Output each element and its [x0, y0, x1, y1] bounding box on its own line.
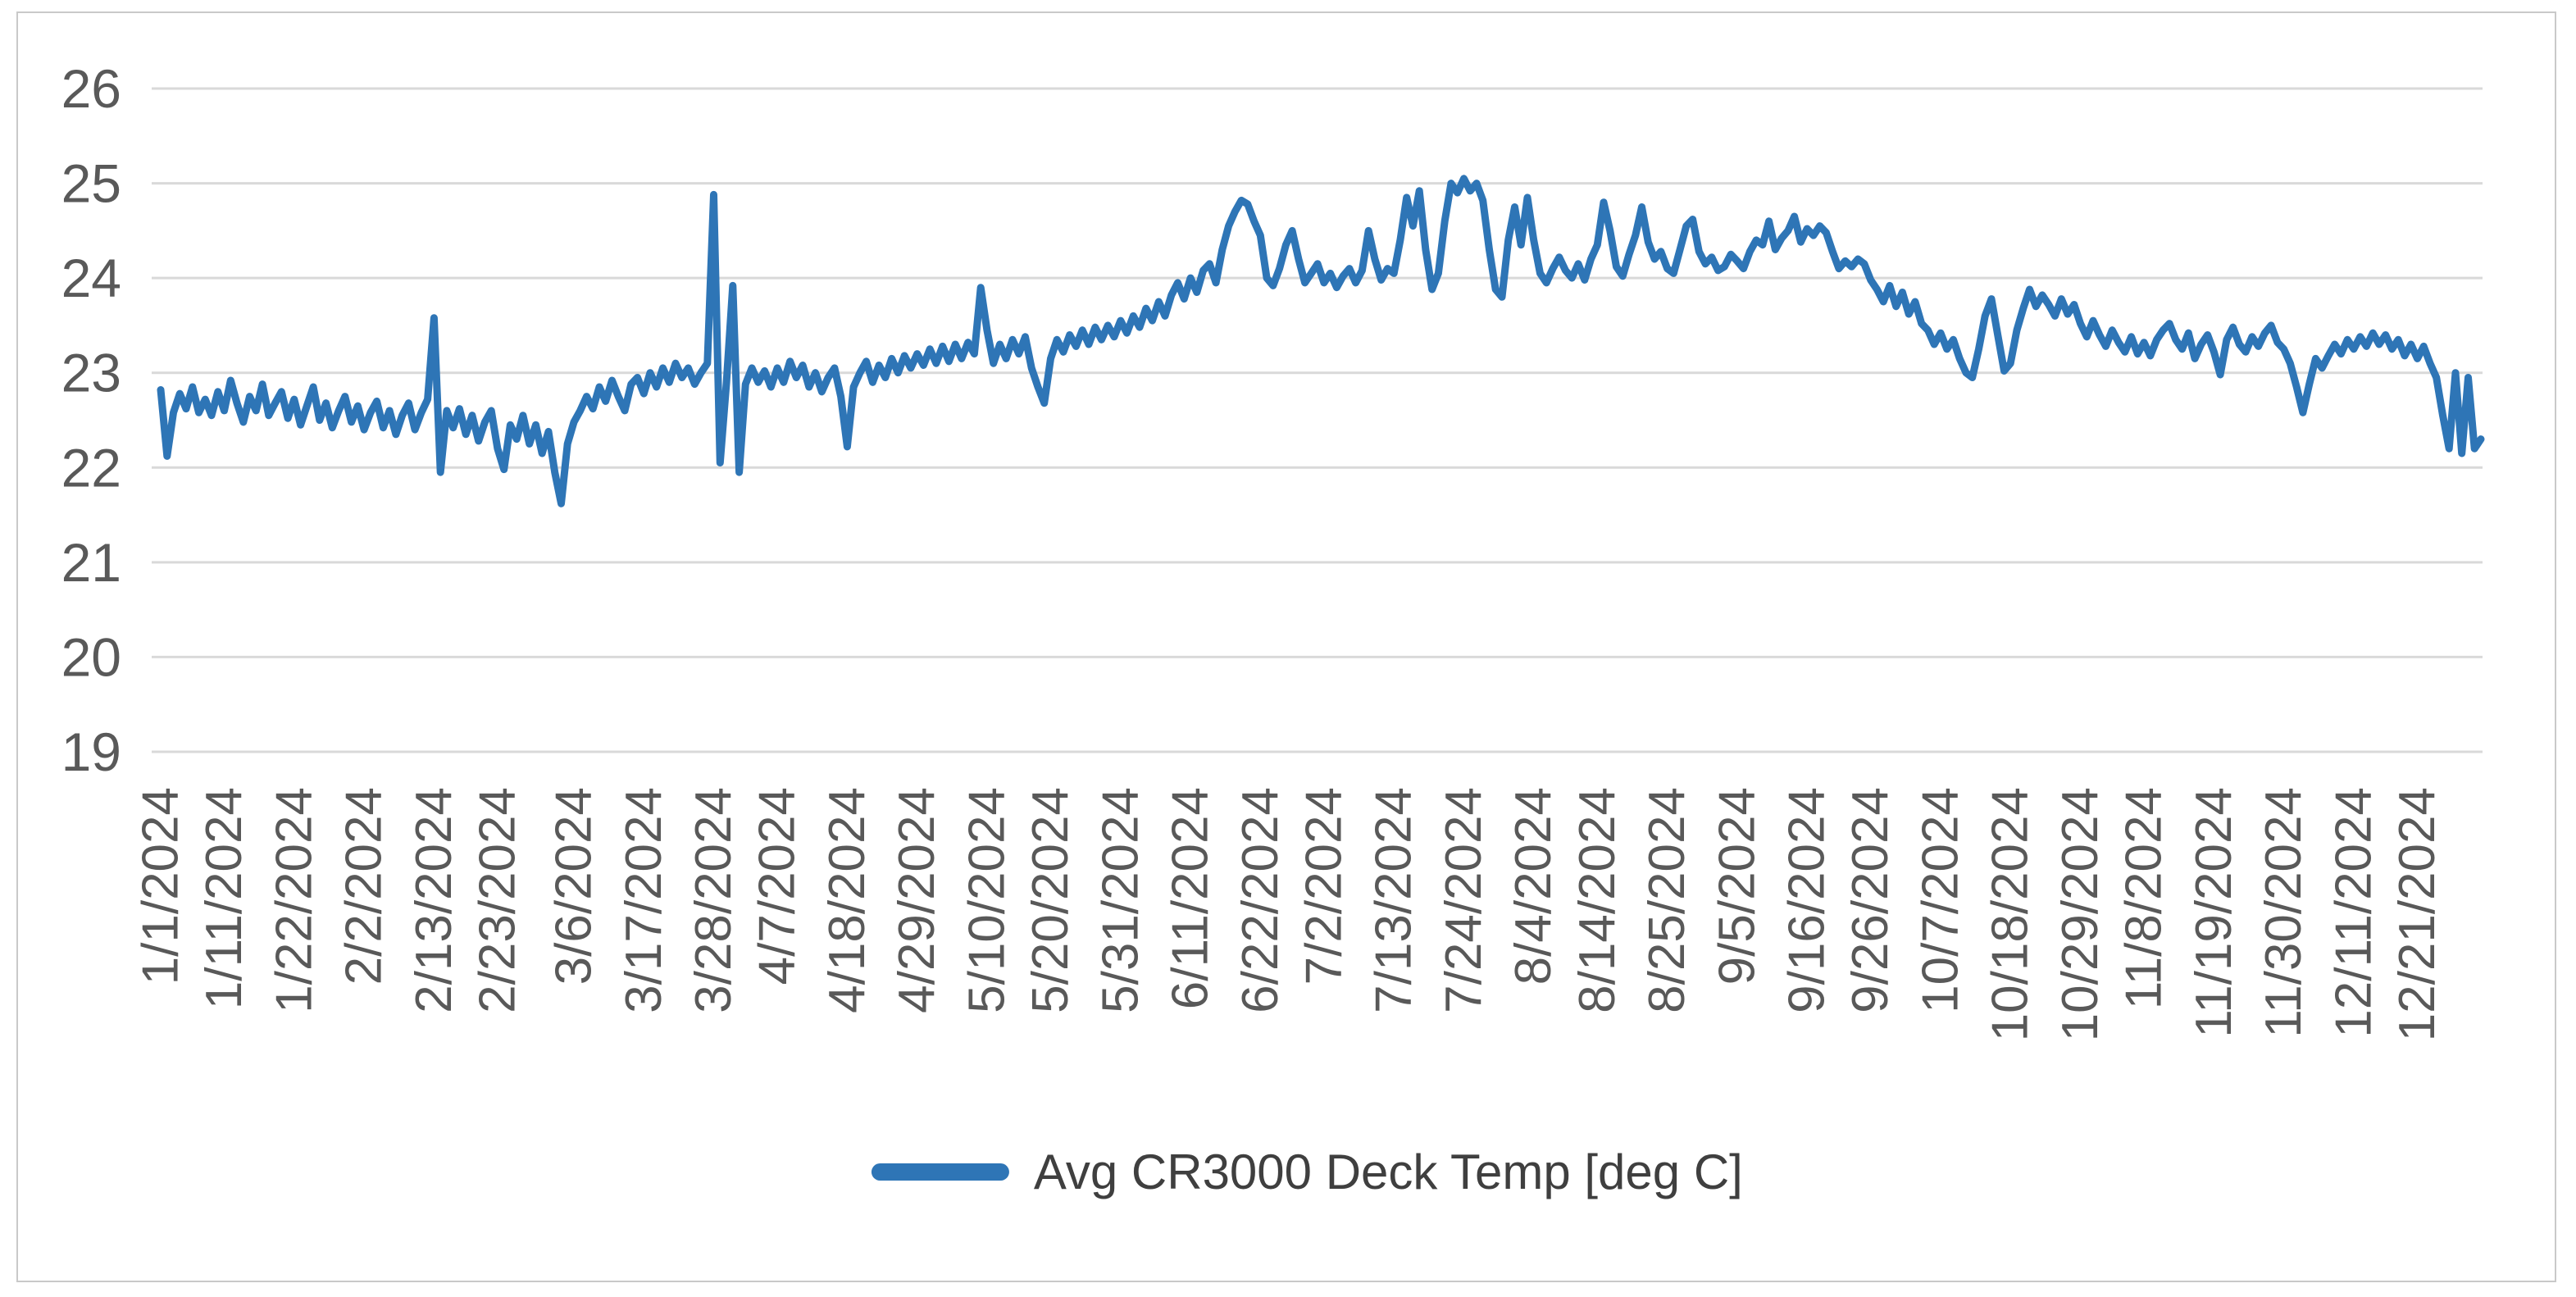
y-axis-tick-label: 26	[61, 58, 121, 119]
x-axis-tick-label: 12/11/2024	[2325, 787, 2382, 1038]
x-axis-tick-label: 9/16/2024	[1779, 787, 1836, 1013]
y-axis-tick-label: 20	[61, 626, 121, 687]
x-axis-tick-label: 8/25/2024	[1639, 787, 1695, 1013]
x-axis-tick-label: 1/1/2024	[133, 787, 189, 985]
y-axis-tick-label: 23	[61, 343, 121, 403]
x-axis-tick-label: 11/8/2024	[2116, 787, 2173, 1009]
x-axis-tick-label: 12/21/2024	[2389, 787, 2446, 1041]
x-axis-tick-label: 5/31/2024	[1092, 787, 1149, 1013]
x-axis-tick-label: 8/14/2024	[1569, 787, 1626, 1013]
x-axis-tick-label: 4/29/2024	[889, 787, 945, 1013]
x-axis-tick-label: 5/10/2024	[958, 787, 1015, 1013]
x-axis-tick-label: 2/2/2024	[336, 787, 393, 985]
legend-line-swatch	[871, 1163, 1009, 1181]
x-axis-tick-label: 3/28/2024	[685, 787, 742, 1013]
x-axis-tick-label: 2/23/2024	[469, 787, 526, 1013]
x-axis-tick-label: 9/5/2024	[1709, 787, 1765, 985]
x-axis-tick-label: 10/29/2024	[2052, 787, 2109, 1041]
x-axis-tick-label: 1/11/2024	[196, 787, 253, 1009]
x-axis-tick-label: 4/7/2024	[749, 787, 806, 985]
chart-frame-border	[16, 11, 2556, 1282]
y-axis-tick-label: 22	[61, 437, 121, 498]
temperature-series-line	[157, 175, 2485, 507]
y-axis-tick-label: 24	[61, 248, 121, 308]
x-axis-tick-label: 3/6/2024	[545, 787, 602, 985]
x-axis-tick-label: 7/13/2024	[1366, 787, 1422, 1013]
x-axis-tick-label: 11/19/2024	[2186, 787, 2242, 1038]
y-axis-tick-label: 21	[61, 532, 121, 593]
x-axis-tick-label: 4/18/2024	[819, 787, 876, 1013]
x-axis-tick-label: 1/22/2024	[266, 787, 322, 1013]
legend: Avg CR3000 Deck Temp [deg C]	[871, 1144, 1743, 1199]
x-axis-tick-label: 9/26/2024	[1842, 787, 1899, 1013]
y-axis-tick-label: 25	[61, 153, 121, 214]
x-axis-tick-label: 7/24/2024	[1436, 787, 1492, 1013]
x-axis-tick-label: 11/30/2024	[2255, 787, 2312, 1038]
x-axis-tick-label: 10/7/2024	[1912, 787, 1968, 1013]
x-axis-tick-label: 3/17/2024	[616, 787, 672, 1013]
x-axis-tick-label: 6/22/2024	[1232, 787, 1289, 1013]
x-axis-tick-label: 10/18/2024	[1982, 787, 2039, 1041]
x-axis-tick-label: 8/4/2024	[1505, 787, 1562, 985]
x-axis-tick-label: 2/13/2024	[406, 787, 462, 1013]
x-axis-tick-label: 7/2/2024	[1295, 787, 1352, 985]
y-axis-tick-label: 19	[61, 721, 121, 782]
x-axis-tick-label: 6/11/2024	[1163, 787, 1219, 1009]
legend-label: Avg CR3000 Deck Temp [deg C]	[1033, 1144, 1743, 1199]
x-axis-tick-label: 5/20/2024	[1022, 787, 1079, 1013]
